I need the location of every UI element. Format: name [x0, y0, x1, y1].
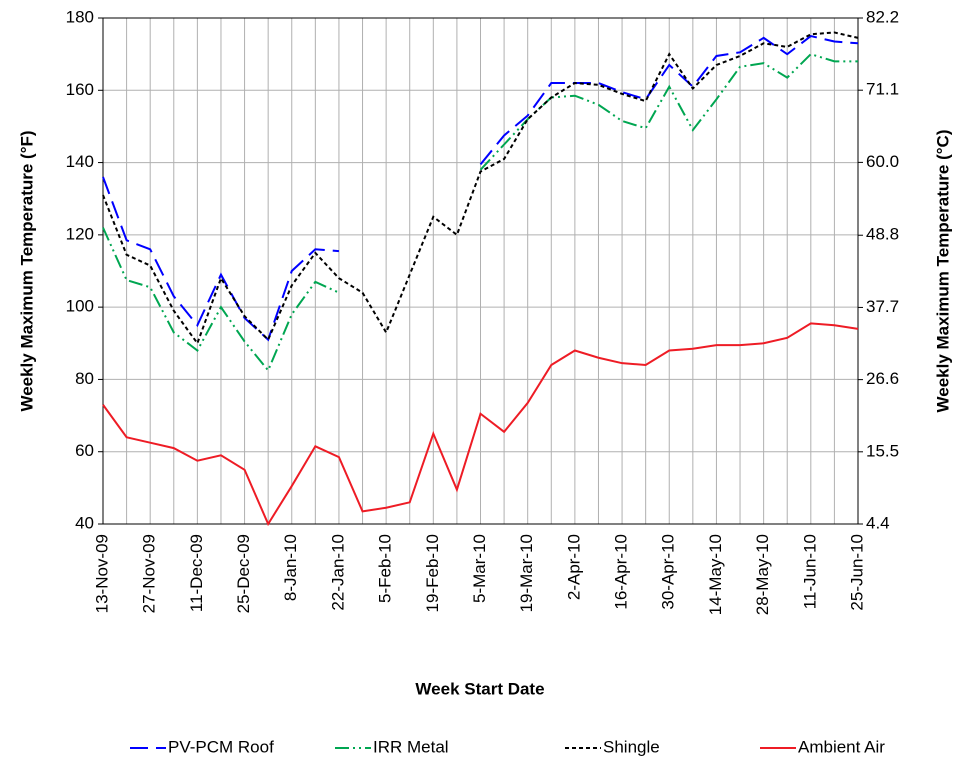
y-tick-label: 100 — [66, 297, 94, 316]
x-tick-label: 2-Apr-10 — [564, 534, 583, 600]
y-tick-label: 140 — [66, 152, 94, 171]
y-tick-label: 180 — [66, 7, 94, 26]
legend-label: IRR Metal — [373, 737, 449, 756]
x-tick-label: 11-Jun-10 — [800, 534, 819, 609]
series-line — [102, 53, 858, 373]
y2-tick-label: 71.1 — [866, 80, 899, 99]
y-tick-label: 40 — [75, 513, 94, 532]
y-tick-label: 160 — [66, 80, 94, 99]
x-tick-label: 28-May-10 — [753, 534, 772, 615]
y-axis-title: Weekly Maximum Temperature (°F) — [17, 130, 36, 411]
series-line — [102, 31, 859, 346]
x-tick-label: 19-Mar-10 — [517, 534, 536, 612]
x-tick-label: 25-Jun-10 — [847, 534, 866, 611]
x-tick-label: 5-Mar-10 — [470, 534, 489, 603]
y2-tick-label: 82.2 — [866, 7, 899, 26]
x-tick-label: 27-Nov-09 — [140, 534, 159, 613]
x-tick-label: 5-Feb-10 — [376, 534, 395, 603]
y-tick-label: 120 — [66, 224, 94, 243]
x-tick-label: 19-Feb-10 — [423, 534, 442, 612]
y2-tick-label: 15.5 — [866, 441, 899, 460]
y2-tick-label: 48.8 — [866, 225, 899, 244]
x-tick-label: 8-Jan-10 — [281, 534, 300, 601]
y-tick-label: 80 — [75, 369, 94, 388]
plot-frame — [102, 17, 859, 525]
y2-tick-label: 37.7 — [866, 297, 899, 316]
y-tick-label: 60 — [75, 441, 94, 460]
x-tick-label: 25-Dec-09 — [234, 534, 253, 613]
x-tick-label: 16-Apr-10 — [612, 534, 631, 610]
y2-tick-label: 4.4 — [866, 513, 890, 532]
x-tick-label: 30-Apr-10 — [659, 534, 678, 610]
series-line — [102, 322, 859, 527]
y2-tick-label: 60.0 — [866, 152, 899, 171]
y2-axis-title: Weekly Maximum Temperature (°C) — [933, 130, 952, 413]
series-line — [102, 34, 859, 342]
x-axis-title: Week Start Date — [415, 679, 544, 698]
y2-tick-label: 26.6 — [866, 369, 899, 388]
x-tick-label: 13-Nov-09 — [92, 534, 111, 613]
x-tick-label: 22-Jan-10 — [328, 534, 347, 611]
legend-label: Shingle — [603, 737, 660, 756]
x-tick-label: 11-Dec-09 — [187, 534, 206, 612]
legend-label: PV-PCM Roof — [168, 737, 274, 756]
x-tick-label: 14-May-10 — [706, 534, 725, 615]
legend-label: Ambient Air — [798, 737, 885, 756]
